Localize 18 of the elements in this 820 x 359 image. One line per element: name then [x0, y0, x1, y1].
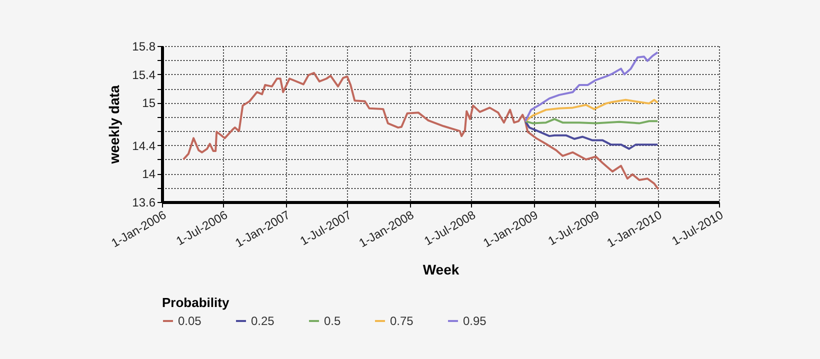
- line-series: [524, 51, 659, 122]
- x-axis-title: Week: [422, 261, 460, 278]
- legend-title: Probability: [162, 295, 230, 310]
- legend-label: 0.05: [178, 314, 202, 328]
- y-tick-label: 13.6: [132, 196, 156, 210]
- line-series: [182, 72, 660, 190]
- legend-label: 0.95: [463, 314, 487, 328]
- line-series: [524, 98, 659, 122]
- legend-label: 0.75: [390, 314, 414, 328]
- y-tick-label: 15.4: [132, 68, 156, 82]
- legend-label: 0.25: [251, 314, 275, 328]
- y-axis-title: weekly data: [106, 84, 122, 165]
- y-tick-label: 14: [142, 167, 156, 182]
- y-tick-label: 14.4: [132, 138, 156, 153]
- y-tick-label: 15.8: [132, 40, 156, 54]
- line-series: [524, 120, 659, 150]
- legend-label: 0.5: [324, 314, 342, 328]
- y-tick-label: 15: [142, 96, 156, 110]
